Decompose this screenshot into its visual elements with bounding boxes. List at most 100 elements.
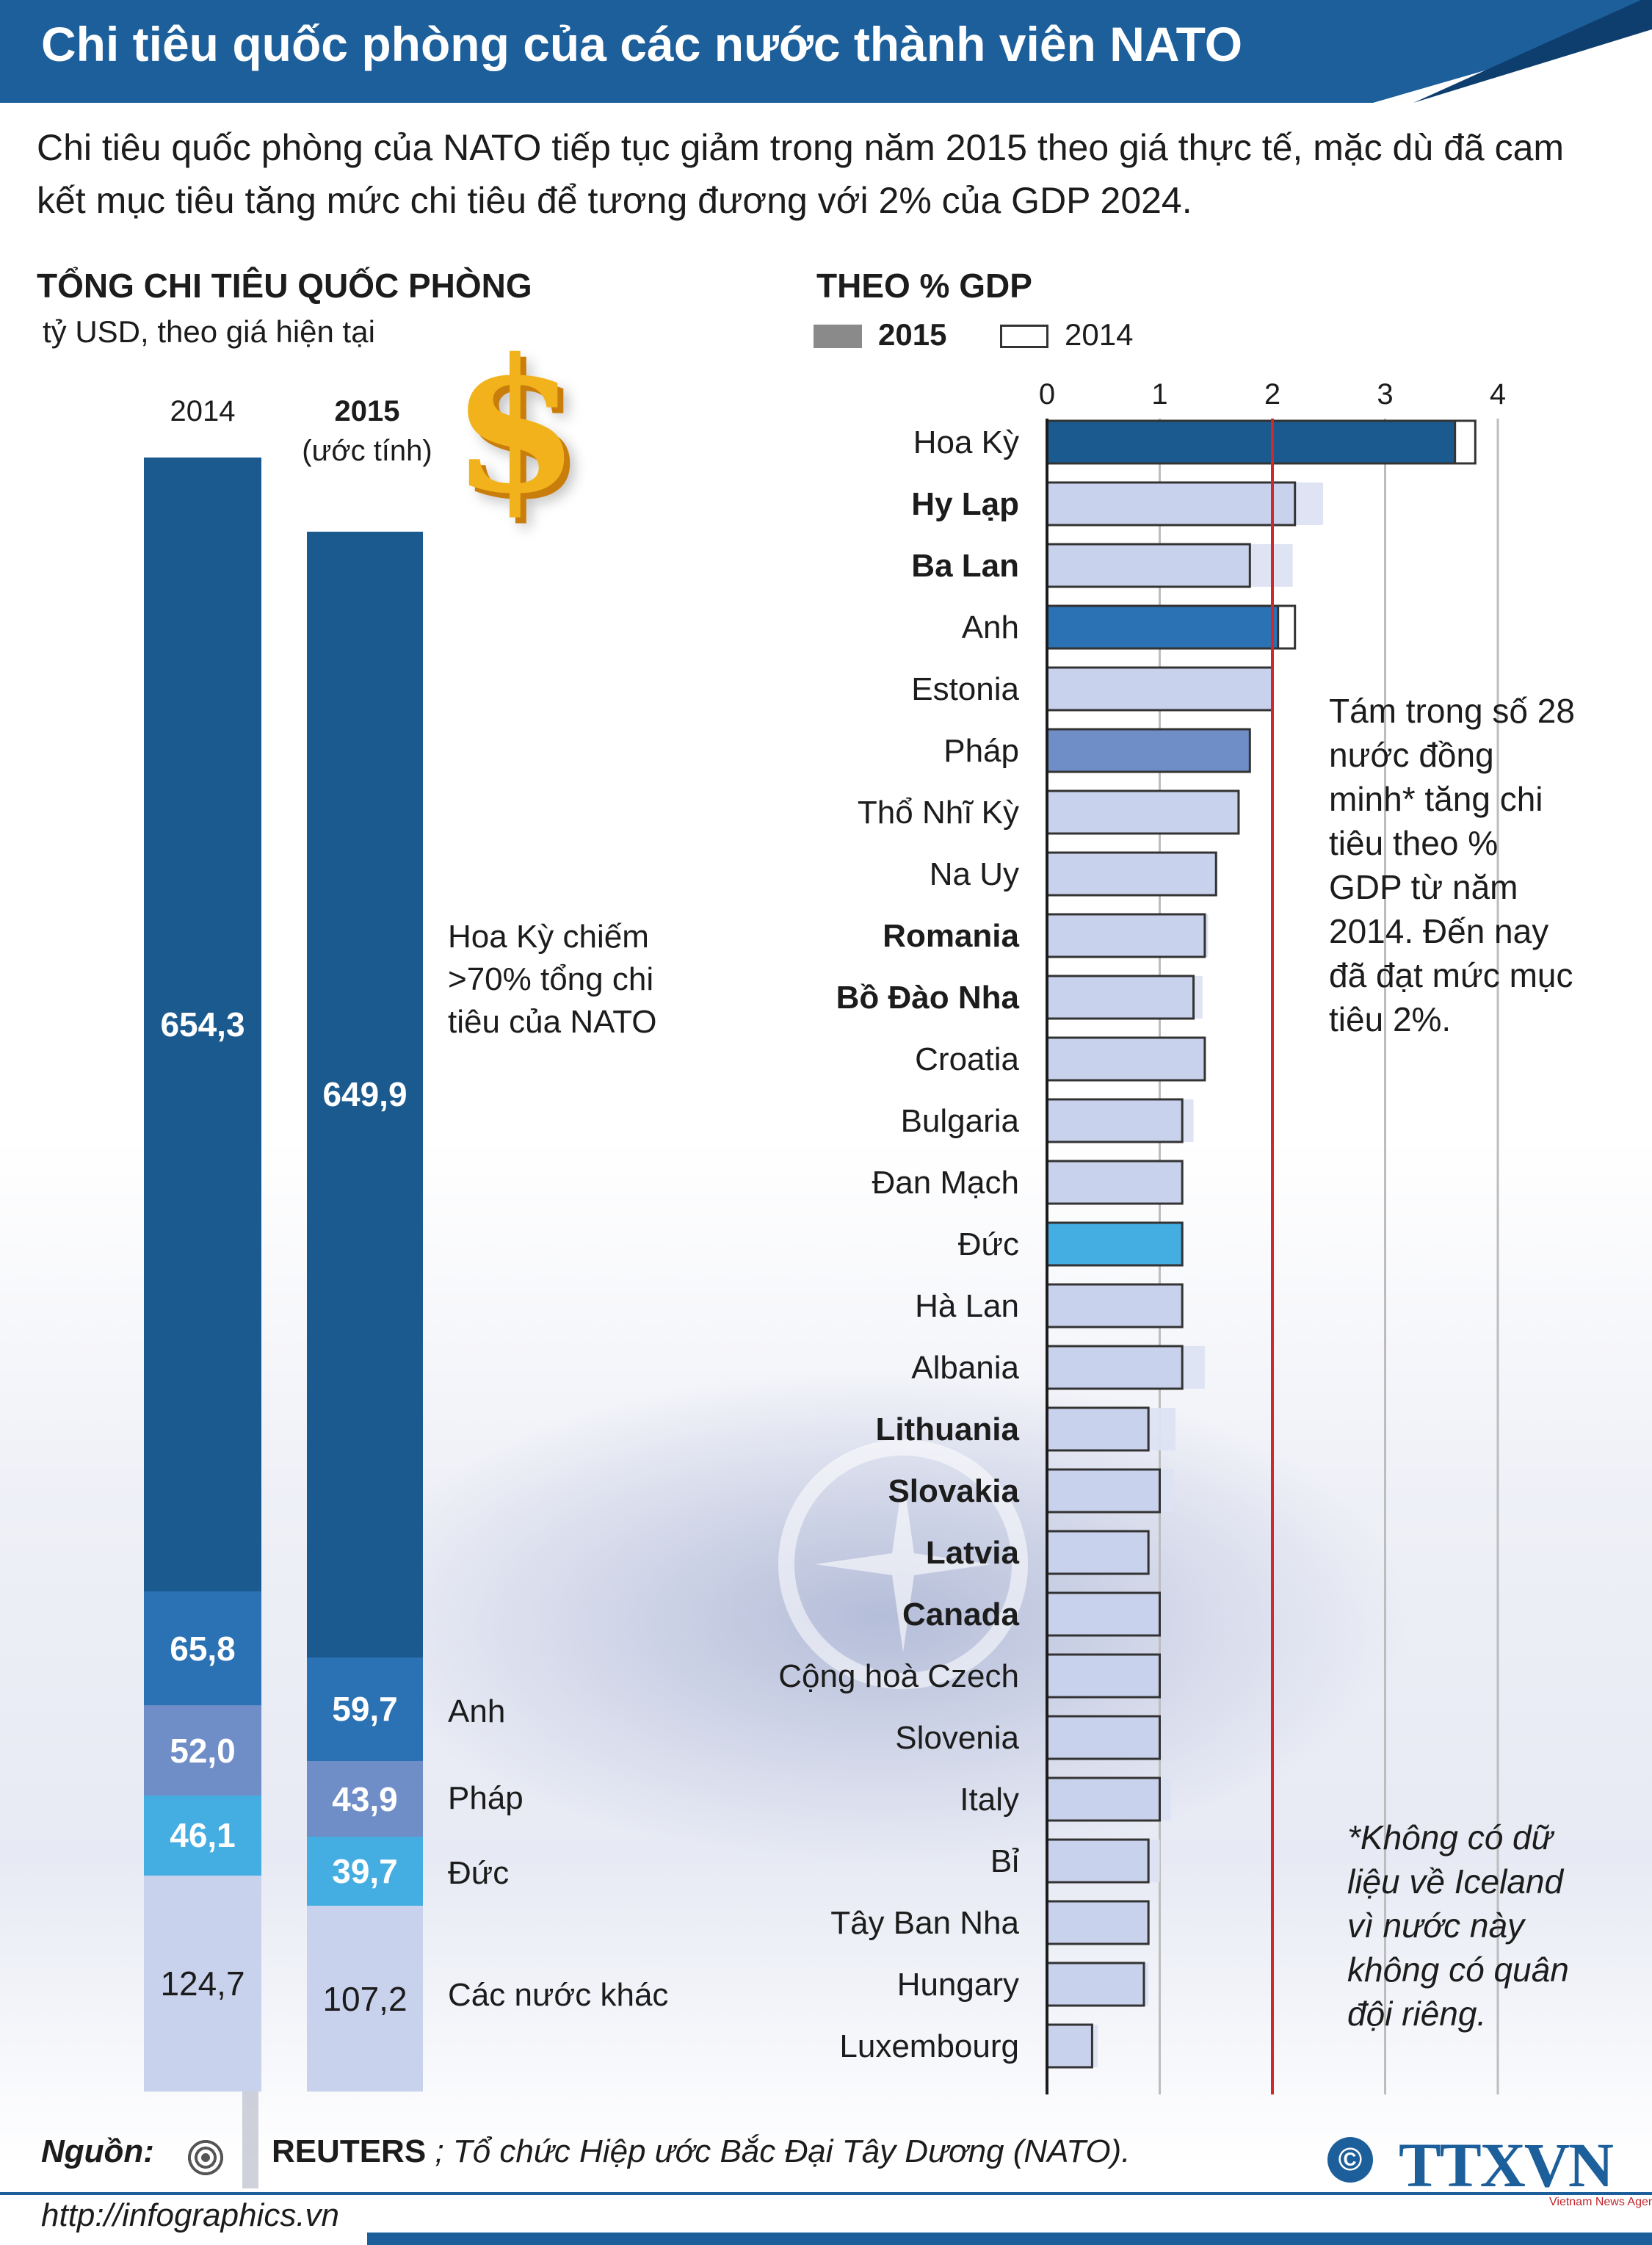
bar-2015 <box>1046 666 1274 712</box>
bar-2015 <box>1046 1530 1150 1575</box>
country-label: Slovakia <box>888 1473 1019 1509</box>
stack-segment-fr-2014: 52,0 <box>144 1705 261 1796</box>
country-label: Ba Lan <box>911 548 1019 584</box>
footer-url[interactable]: http://infographics.vn <box>41 2197 340 2233</box>
legend-swatch-2015 <box>814 325 862 348</box>
country-label: Cộng hoà Czech <box>778 1658 1019 1694</box>
x-tick-label: 3 <box>1377 378 1393 411</box>
bar-2015 <box>1046 789 1240 835</box>
x-tick-label: 1 <box>1151 378 1167 411</box>
stack-segment-fr-2015: 43,9 <box>307 1760 423 1837</box>
col-2015-label: 2015 <box>334 395 400 427</box>
bar-2015 <box>1046 419 1457 465</box>
dollar-sign-icon: $ <box>452 318 579 534</box>
country-label: Thổ Nhĩ Kỳ <box>858 795 1019 831</box>
country-label: Na Uy <box>930 856 1019 892</box>
bar-2015 <box>1046 851 1217 897</box>
bar-2015 <box>1046 1098 1184 1143</box>
stack-segment-us-2014: 654,3 <box>144 458 261 1592</box>
note-eight-countries: Tám trong số 28 nước đồng minh* tăng chi… <box>1329 692 1575 1038</box>
stack-segment-uk-2014: 65,8 <box>144 1591 261 1706</box>
stack-value-label: 46,1 <box>170 1816 236 1855</box>
country-label: Canada <box>902 1597 1019 1633</box>
label-fr: Pháp <box>448 1780 524 1816</box>
stack-segment-us-2015: 649,9 <box>307 531 423 1657</box>
col-2014-label: 2014 <box>170 395 236 427</box>
legend-label-2015: 2015 <box>878 317 947 352</box>
footnote-iceland: *Không có dữ liệu về Iceland vì nước này… <box>1347 1818 1569 2033</box>
right-panel-title: THEO % GDP <box>816 267 1032 305</box>
country-label: Hoa Kỳ <box>913 424 1019 460</box>
bar-2015 <box>1046 1160 1184 1205</box>
col-2015-note: (ước tính) <box>302 435 432 467</box>
copyright-icon: © <box>1327 2137 1373 2183</box>
stack-segment-de-2015: 39,7 <box>307 1837 423 1906</box>
bar-2015 <box>1046 913 1206 958</box>
bar-2015 <box>1046 975 1195 1020</box>
bar-2015 <box>1046 1776 1161 1822</box>
source-rest: ; Tổ chức Hiệp ước Bắc Đại Tây Dương (NA… <box>426 2133 1131 2169</box>
stack-value-label: 649,9 <box>322 1075 407 1114</box>
bar-2015 <box>1046 481 1297 527</box>
bar-2015 <box>1046 1221 1184 1267</box>
stack-segment-other-2014: 124,7 <box>144 1875 261 2092</box>
legend-swatch-2014 <box>1000 325 1048 348</box>
country-label: Hy Lạp <box>911 486 1019 522</box>
x-tick-label: 4 <box>1490 378 1506 411</box>
footer-bar <box>367 2233 1652 2245</box>
footer-divider <box>0 2192 1652 2195</box>
bar-2015 <box>1046 604 1280 650</box>
country-label: Latvia <box>926 1535 1020 1571</box>
country-label: Bỉ <box>990 1843 1019 1879</box>
country-label: Albania <box>911 1350 1019 1386</box>
stack-segment-other-2015: 107,2 <box>307 1906 423 2092</box>
country-label: Lithuania <box>875 1411 1019 1447</box>
country-label: Hà Lan <box>915 1288 1019 1324</box>
country-label: Bồ Đào Nha <box>836 980 1020 1016</box>
gdp-bar-chart: 0 1 2 3 4 Hoa Kỳ Hy Lạp Ba Lan Anh Estonia Pháp Thổ… <box>778 378 1506 2094</box>
bar-2015 <box>1046 1345 1184 1390</box>
country-label: Croatia <box>915 1041 1019 1077</box>
nato-star-icon <box>815 1476 991 1652</box>
country-label: Bulgaria <box>901 1103 1020 1139</box>
bar-2015 <box>1046 1715 1161 1760</box>
stack-segment-uk-2015: 59,7 <box>307 1657 423 1761</box>
country-label: Romania <box>883 918 1019 954</box>
bar-2015 <box>1046 1468 1161 1514</box>
bar-2015 <box>1046 1838 1150 1884</box>
ttxvn-logo: TTXVN <box>1399 2130 1614 2200</box>
bar-2015 <box>1046 543 1251 588</box>
ttxvn-logo-subtitle: Vietnam News Agency <box>1549 2196 1652 2208</box>
source-label: Nguồn: <box>41 2133 154 2169</box>
reuters-logo-icon <box>185 2137 226 2178</box>
label-other: Các nước khác <box>448 1977 669 2013</box>
stack-value-label: 52,0 <box>170 1731 236 1770</box>
source-line: Nguồn: REUTERS ; Tổ chức Hiệp ước Bắc Đại… <box>41 2133 1130 2170</box>
country-label: Tây Ban Nha <box>830 1905 1019 1941</box>
country-label: Luxembourg <box>839 2028 1019 2064</box>
stack-value-label: 39,7 <box>332 1852 398 1891</box>
left-panel-unit: tỷ USD, theo giá hiện tại <box>43 314 375 349</box>
subtitle: Chi tiêu quốc phòng của NATO tiếp tục gi… <box>37 127 1565 221</box>
country-label: Hungary <box>897 1967 1019 2003</box>
bar-2015 <box>1046 1591 1161 1637</box>
bar-2015 <box>1046 1900 1150 1945</box>
label-de: Đức <box>448 1855 510 1891</box>
bar-2015 <box>1046 1962 1145 2007</box>
legend-label-2014: 2014 <box>1065 317 1134 352</box>
x-tick-label: 2 <box>1264 378 1280 411</box>
stack-value-label: 65,8 <box>170 1629 236 1668</box>
country-label: Pháp <box>943 733 1019 769</box>
label-us: Hoa Kỳ chiếm >70% tổng chi tiêu của NATO <box>448 919 657 1040</box>
stack-value-label: 124,7 <box>160 1964 245 2003</box>
country-label: Anh <box>962 610 1019 646</box>
bar-2015 <box>1046 1283 1184 1328</box>
source-org: REUTERS <box>271 2133 427 2169</box>
stack-value-label: 59,7 <box>332 1690 398 1729</box>
country-label: Estonia <box>911 671 1019 707</box>
label-uk: Anh <box>448 1693 506 1729</box>
left-panel-title: TỔNG CHI TIÊU QUỐC PHÒNG <box>37 267 532 305</box>
bar-2015 <box>1046 1406 1150 1452</box>
bar-2015 <box>1046 1653 1161 1699</box>
stack-value-label: 107,2 <box>322 1979 407 2018</box>
